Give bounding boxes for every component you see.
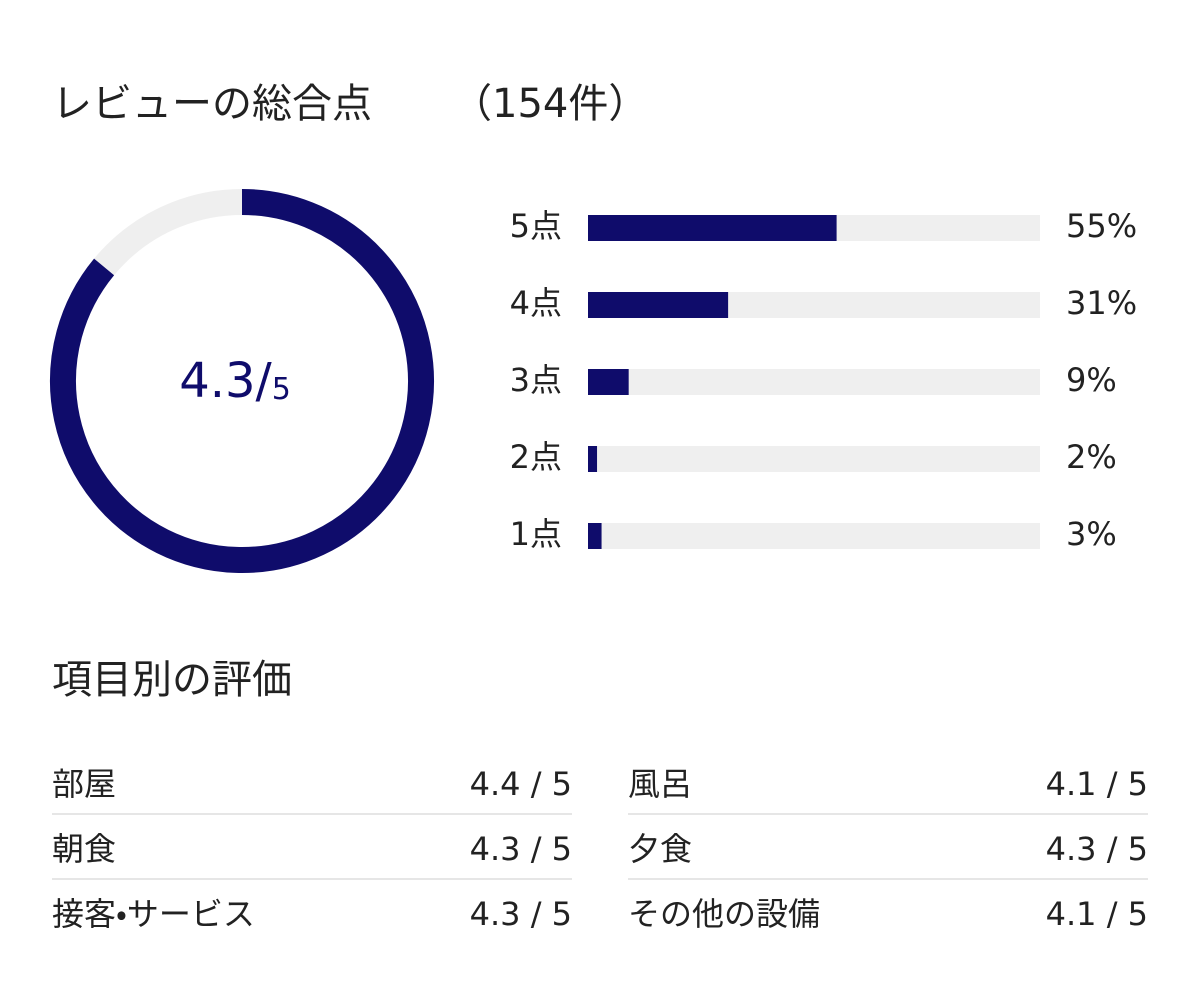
bar-track bbox=[588, 369, 1040, 395]
bar-label: 2点 bbox=[510, 438, 562, 476]
review-count: （154件） bbox=[452, 81, 648, 127]
rating-label: 風呂 bbox=[628, 765, 692, 803]
rating-label: 接客・サービス bbox=[52, 895, 255, 933]
bar-label: 5点 bbox=[510, 207, 562, 245]
bar bbox=[588, 369, 629, 395]
bar bbox=[588, 292, 729, 318]
rating-score: 4.3 / 5 bbox=[470, 895, 572, 933]
section-title: 項目別の評価 bbox=[52, 657, 292, 703]
rating-label: 部屋 bbox=[52, 765, 116, 803]
bar-value-label: 9% bbox=[1066, 361, 1117, 399]
rating-score: 4.4 / 5 bbox=[470, 765, 572, 803]
separator: / bbox=[256, 353, 273, 409]
rating-score: 4.1 / 5 bbox=[1046, 765, 1148, 803]
max: 5 bbox=[272, 372, 291, 407]
bar bbox=[588, 215, 837, 241]
rating-score: 4.1 / 5 bbox=[1046, 895, 1148, 933]
rating-score: 4.3 / 5 bbox=[470, 830, 572, 868]
title: レビューの総合点 bbox=[52, 81, 372, 127]
score: 4.3 bbox=[179, 353, 255, 409]
bar bbox=[588, 446, 598, 472]
donut-arc bbox=[50, 189, 434, 573]
rating-label: その他の設備 bbox=[628, 895, 820, 933]
bar-value-label: 2% bbox=[1066, 438, 1117, 476]
rating-label: 朝食 bbox=[52, 830, 116, 868]
bar-value-label: 31% bbox=[1066, 284, 1137, 322]
rating-score: 4.3 / 5 bbox=[1046, 830, 1148, 868]
rating-label: 夕食 bbox=[628, 830, 692, 868]
bar-track bbox=[588, 523, 1040, 549]
bar-label: 3点 bbox=[510, 361, 562, 399]
bar-label: 1点 bbox=[510, 515, 562, 553]
bar-track bbox=[588, 446, 1040, 472]
bar bbox=[588, 523, 602, 549]
bar-label: 4点 bbox=[510, 284, 562, 322]
bar-value-label: 3% bbox=[1066, 515, 1117, 553]
donut-label: 4.3/5 bbox=[179, 353, 291, 409]
bar-value-label: 55% bbox=[1066, 207, 1137, 245]
